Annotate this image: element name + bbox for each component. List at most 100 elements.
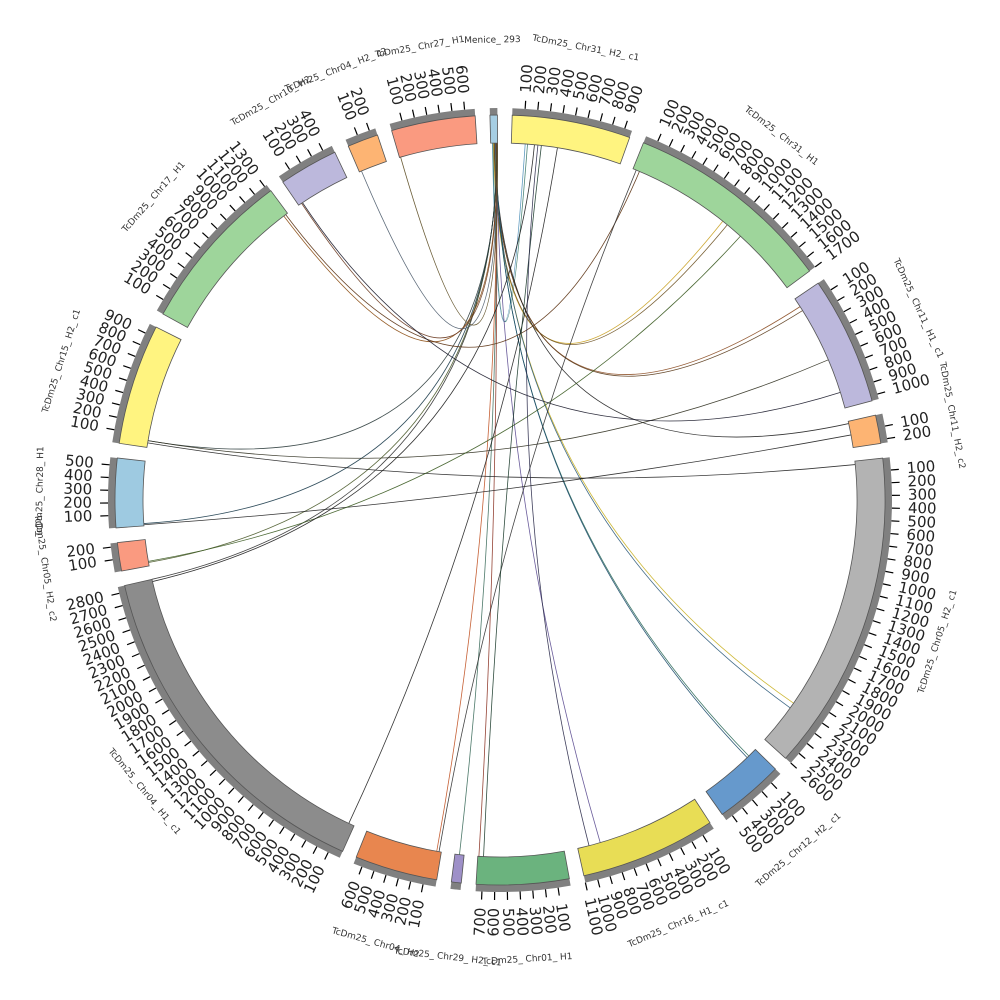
tick-mark [633,868,638,877]
segment-label-17: TcDm25_ Chr04_ H2_ c2 [283,47,389,95]
segment-track-6 [722,769,781,821]
segment-16 [282,151,348,206]
tick-mark [257,812,264,820]
segment-5 [764,457,886,759]
segment-track-1 [512,108,633,138]
tick-mark [101,463,110,466]
tick-mark [108,414,117,418]
tick-label: 700 [470,907,489,936]
tick-mark [290,833,296,842]
tick-mark [859,655,868,661]
link-29 [302,202,841,422]
tick-label: 800 [902,552,933,574]
segment-track-4 [875,413,888,444]
tick-label: 200 [530,64,551,94]
tick-label: 100 [67,553,98,575]
tick-mark [680,144,686,153]
tick-mark [111,402,120,406]
tick-mark [853,667,862,672]
segment-track-7 [583,822,714,883]
tick-mark [597,879,601,888]
tick-mark [268,819,274,827]
tick-mark [884,423,893,427]
tick-label: 300 [526,906,546,936]
tick-mark [437,104,440,113]
tick-mark [621,872,626,881]
tick-mark [237,796,244,803]
tick-mark [668,139,674,147]
tick-mark [127,352,136,357]
tick-mark [312,846,318,854]
tick-label: 300 [410,69,433,100]
tick-label: 500 [499,908,518,937]
segment-17 [347,134,387,173]
tick-mark [279,826,285,835]
tick-label: 200 [901,422,932,444]
tick-label: 300 [908,485,937,503]
labels-layer: Menice_ 293 TcDm25_ Chr31_ H2_ c1 TcDm25_ … [31,33,966,968]
tick-mark [885,570,894,574]
tick-mark [575,107,578,116]
tick-mark [544,889,547,898]
segment-label-10: TcDm25_ Chr04_ H2 [330,926,421,960]
tick-label: 700 [904,539,935,560]
links-layer [143,143,856,857]
tick-mark [284,162,291,170]
tick-mark [599,113,604,122]
segments-layer [108,108,892,892]
tick-mark [860,342,869,347]
tick-mark [118,617,127,621]
link-19 [283,143,498,343]
segment-13 [114,457,146,529]
tick-mark [587,110,591,119]
tick-mark [702,157,708,165]
segment-track-5 [785,457,892,763]
tick-mark [624,120,628,129]
tick-mark [532,890,535,899]
link-26 [148,235,741,562]
tick-mark [814,732,822,739]
tick-mark [537,101,540,110]
tick-mark [798,752,806,759]
tick-mark [868,632,877,637]
tick-mark [111,592,120,596]
link-32 [483,145,542,857]
tick-label: 400 [556,68,578,99]
tick-mark [148,687,157,693]
tick-label: 500 [438,65,459,96]
tick-mark [879,595,888,599]
tick-mark [723,171,730,179]
segment-track-15 [156,185,271,314]
tick-mark [890,532,899,535]
tick-mark [763,203,770,211]
tick-mark [118,377,127,381]
link-9 [495,143,750,757]
tick-mark [155,294,164,301]
tick-mark [424,106,428,116]
tick-mark [353,127,358,136]
link-21 [361,143,498,330]
segment-3 [794,282,873,409]
tick-mark [176,730,184,737]
tick-mark [295,155,301,163]
tick-mark [324,852,329,860]
tick-mark [177,262,185,269]
tick-label: 100 [552,902,574,933]
tick-label: 100 [906,457,936,477]
segment-1 [510,114,631,165]
tick-mark [123,365,131,369]
tick-mark [142,676,151,681]
tick-mark [843,307,852,313]
tick-mark [218,778,226,786]
segment-12 [116,539,150,572]
tick-mark [126,641,135,646]
tick-mark [887,436,896,440]
tick-mark [657,133,662,142]
tick-mark [770,782,778,790]
segment-track-9 [450,881,462,891]
tick-mark [239,196,246,203]
segment-9 [450,853,465,884]
tick-mark [855,330,863,335]
tick-mark [837,296,845,302]
